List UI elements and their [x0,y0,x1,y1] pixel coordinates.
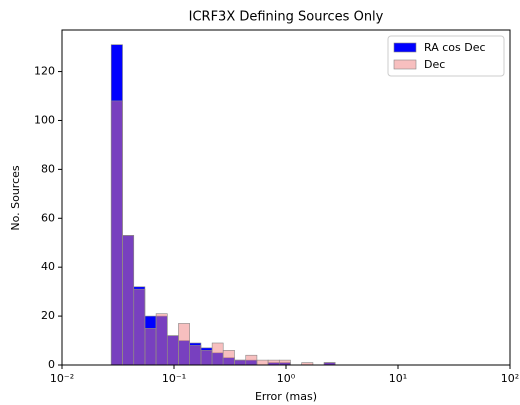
bar [155,313,168,366]
bar [178,323,190,366]
y-tick-label: 120 [34,65,55,78]
y-tick-label: 100 [34,113,55,126]
y-tick-label: 40 [41,260,55,273]
bar [234,359,247,366]
bar [144,328,157,366]
bar [110,100,123,366]
bar [211,342,224,366]
bar [200,350,213,366]
x-tick-label: 10² [501,372,519,385]
bar [189,345,202,366]
y-tick-label: 80 [41,162,55,175]
x-tick-label: 10⁻² [50,372,74,385]
legend-swatch [393,59,417,70]
y-tick-label: 20 [41,309,55,322]
bar [245,354,258,366]
y-tick-label: 0 [48,358,55,371]
x-axis-label: Error (mas) [255,390,317,403]
legend-label: RA cos Dec [424,41,486,54]
x-tick-label: 10⁰ [277,372,296,385]
y-axis-label: No. Sources [9,165,22,231]
chart-title: ICRF3X Defining Sources Only [189,10,384,25]
bar [222,350,235,366]
bar [166,335,179,366]
legend-label: Dec [424,58,445,71]
bar [267,359,280,366]
legend-box [387,35,505,77]
bar [256,359,269,366]
legend-swatch [393,42,417,53]
x-tick-label: 10⁻¹ [162,372,186,385]
bar [278,359,291,366]
y-tick-label: 60 [41,211,55,224]
bar [122,235,135,366]
bar [133,288,146,366]
x-tick-label: 10¹ [389,372,407,385]
